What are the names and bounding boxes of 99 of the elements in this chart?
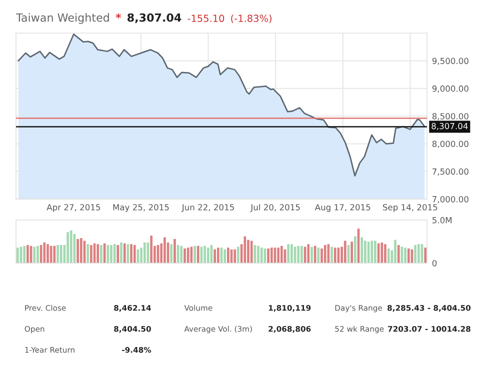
text: * [116,13,122,19]
x-tick-label: Jul 20, 2015 [250,204,300,212]
x-tick-label: Jun 22, 2015 [181,204,234,212]
bar [56,245,59,264]
bar [133,245,136,264]
bar [60,245,62,264]
bar [216,248,220,264]
bar [317,248,320,264]
bar [404,248,406,264]
y-tick-label: 9,000.00 [432,85,468,93]
bar [260,248,263,264]
bar [70,230,72,264]
x-tick-label: May 25, 2015 [113,204,169,212]
bar [414,245,416,264]
bar [116,245,120,264]
bar [397,245,400,264]
bar [96,244,100,264]
bar [120,242,122,264]
y-tick-label: 0 [432,260,437,266]
bar [43,242,46,264]
text: 8,307.04 [128,13,182,24]
bar [33,246,36,264]
bar [184,248,186,264]
bar [106,245,110,264]
bar [307,244,310,264]
bar [384,244,386,264]
bar [26,245,29,264]
bar [206,248,210,264]
bar [370,240,374,264]
bar [86,244,90,264]
bar [424,248,426,264]
bar [204,246,206,264]
bar [174,239,176,264]
bar [23,246,26,264]
ref-line-label: 8,307.04 [432,122,468,130]
text: -155.10 [188,14,224,22]
bar [407,248,410,264]
bar [257,246,260,264]
bar [310,246,313,264]
bar [237,246,240,264]
bar [350,242,353,264]
bar [234,249,236,264]
bar [143,242,146,264]
bar [394,240,396,264]
bar [110,245,112,264]
bar [164,237,166,264]
bar [36,246,39,264]
bar [180,246,183,264]
bar [194,246,196,264]
bar [417,244,420,264]
bar [364,240,366,264]
bar [277,248,280,264]
y-tick-label: 5.0M [432,217,452,224]
bar [227,248,230,264]
bar [287,244,290,264]
y-tick-label: 8,000.00 [432,140,468,148]
chart-title: Taiwan Weighted [16,13,109,24]
bar [320,248,323,264]
bar [267,248,270,264]
bar [76,239,79,264]
bar [90,245,92,264]
bar [374,240,376,264]
y-tick-label: 8,500.00 [432,113,468,120]
bar [66,232,69,264]
bar [247,240,250,264]
bar [344,240,346,264]
bar [130,244,132,264]
text: (-1.83%) [231,14,272,24]
bar [50,246,52,264]
bar [270,248,273,264]
bar [123,243,126,264]
bar [100,245,102,264]
x-tick-label: Aug 17, 2015 [314,204,370,212]
bar [290,244,293,264]
bar [80,238,82,264]
bar [46,244,49,264]
bar [300,246,303,264]
x-tick-label: Sep 14, 2015 [382,204,438,212]
bar [354,236,356,264]
bar [297,246,300,264]
bar [334,248,336,264]
bar [214,249,216,264]
y-tick-label: 7,000.00 [432,196,468,204]
y-tick-label: 7,500.00 [432,168,468,176]
bar [16,248,19,264]
bar [324,245,326,264]
bar [244,236,246,264]
bar [150,236,152,264]
bar [186,248,190,264]
bar [360,237,364,264]
bar [224,249,226,264]
x-tick-label: Apr 27, 2015 [46,204,100,212]
bar [380,242,384,264]
bar [254,245,256,264]
y-tick-label: 9,500.00 [432,58,468,65]
bar [280,246,283,264]
bar [170,244,173,264]
bar [196,246,200,264]
bar [330,246,333,264]
